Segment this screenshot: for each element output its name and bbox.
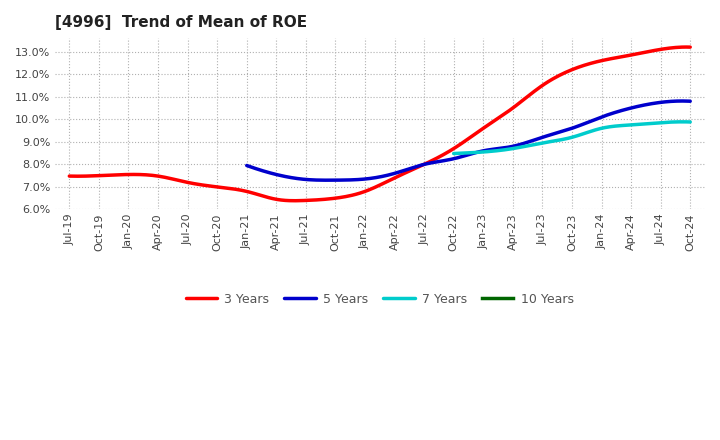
5 Years <box>243 163 251 168</box>
7 Years <box>594 126 603 132</box>
5 Years <box>323 178 331 183</box>
7 Years <box>449 151 458 156</box>
3 Years <box>65 173 73 179</box>
7 Years <box>590 128 598 133</box>
5 Years <box>686 99 695 104</box>
3 Years <box>682 44 690 50</box>
5 Years <box>244 163 253 169</box>
7 Years <box>686 119 695 125</box>
3 Years <box>437 153 446 158</box>
5 Years <box>508 144 516 149</box>
3 Years <box>67 173 76 179</box>
Legend: 3 Years, 5 Years, 7 Years, 10 Years: 3 Years, 5 Years, 7 Years, 10 Years <box>181 288 579 311</box>
7 Years <box>664 120 672 125</box>
5 Years <box>506 144 515 150</box>
5 Years <box>677 99 685 104</box>
3 Years <box>590 60 599 65</box>
Text: [4996]  Trend of Mean of ROE: [4996] Trend of Mean of ROE <box>55 15 307 30</box>
5 Years <box>646 101 654 106</box>
Line: 7 Years: 7 Years <box>454 122 690 154</box>
7 Years <box>590 128 599 133</box>
7 Years <box>649 121 657 126</box>
Line: 5 Years: 5 Years <box>247 101 690 180</box>
7 Years <box>678 119 687 125</box>
3 Years <box>289 198 298 203</box>
5 Years <box>516 142 524 147</box>
7 Years <box>450 151 459 156</box>
3 Years <box>435 154 444 160</box>
Line: 3 Years: 3 Years <box>69 47 690 201</box>
5 Years <box>618 108 626 113</box>
3 Years <box>630 52 639 57</box>
3 Years <box>686 44 695 50</box>
3 Years <box>447 147 456 153</box>
